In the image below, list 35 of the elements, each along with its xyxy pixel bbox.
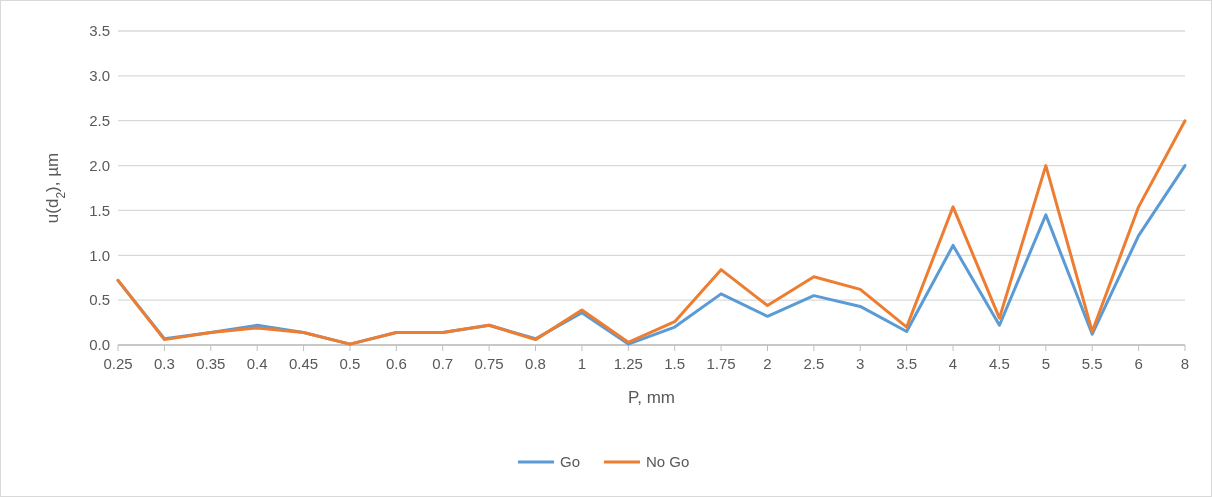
- y-tick-label: 2.5: [89, 111, 110, 129]
- y-tick-label: 3.0: [89, 67, 110, 85]
- x-tick-label: 0.5: [339, 355, 361, 372]
- x-tick-label: 0.7: [432, 355, 454, 372]
- legend-label: Go: [560, 453, 581, 471]
- x-tick-label: 2.5: [803, 355, 825, 372]
- y-tick-label: 1.0: [89, 246, 110, 264]
- x-tick-label: 1.5: [664, 355, 686, 372]
- x-tick-label: 0.75: [474, 355, 504, 372]
- y-tick-label: 0.0: [89, 336, 110, 354]
- y-tick-label: 3.5: [89, 22, 110, 40]
- x-tick-label: 8: [1180, 355, 1190, 372]
- x-tick-label: 1.75: [706, 355, 736, 372]
- x-axis-title: P, mm: [628, 388, 675, 407]
- x-tick-label: 4.5: [989, 355, 1010, 372]
- x-tick-label: 5: [1041, 355, 1050, 372]
- x-tick-label: 0.35: [196, 355, 226, 372]
- x-tick-label: 1: [577, 355, 587, 372]
- x-tick-label: 5.5: [1081, 355, 1103, 372]
- x-tick-label: 0.3: [153, 355, 175, 372]
- x-tick-label: 0.25: [103, 355, 133, 372]
- y-tick-label: 0.5: [89, 291, 110, 309]
- x-tick-label: 1.25: [613, 355, 643, 372]
- x-tick-label: 6: [1134, 355, 1143, 372]
- x-tick-label: 3: [856, 355, 865, 372]
- x-tick-label: 2: [763, 355, 772, 372]
- x-tick-label: 0.8: [525, 355, 546, 372]
- y-tick-label: 1.5: [89, 201, 110, 219]
- x-tick-label: 0.4: [246, 355, 268, 372]
- x-tick-label: 0.45: [288, 355, 319, 372]
- y-tick-label: 2.0: [89, 156, 110, 174]
- x-tick-label: 3.5: [896, 355, 918, 372]
- x-tick-label: 4: [948, 355, 958, 372]
- x-tick-label: 0.6: [385, 355, 407, 372]
- legend-label: No Go: [646, 453, 690, 471]
